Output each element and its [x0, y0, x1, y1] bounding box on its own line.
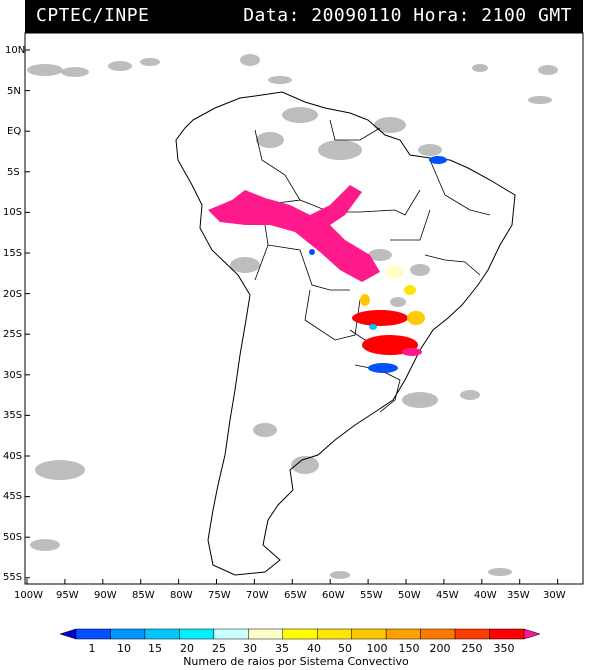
lightning-clusters: [208, 156, 447, 373]
legend-swatch: [110, 628, 146, 640]
lat-label: 35S: [3, 410, 22, 421]
lon-label: 40W: [474, 590, 497, 601]
lon-label: 30W: [543, 590, 566, 601]
legend-swatch: [282, 628, 318, 640]
legend-swatch: [523, 628, 541, 640]
legend-values: 1 10 15 20 25 30 35 40 50 100 150 200 25…: [89, 642, 515, 655]
south-america-coastline: [175, 91, 516, 576]
lon-label: 65W: [284, 590, 307, 601]
lon-label: 95W: [56, 590, 79, 601]
legend-value: 10: [117, 642, 131, 655]
legend-value: 1: [89, 642, 96, 655]
legend-swatches: [59, 628, 541, 640]
lat-label: 10S: [3, 207, 22, 218]
tick-marks: [25, 49, 559, 584]
latitude-labels: 10N 5N EQ 5S 10S 15S 20S 25S 30S 35S 40S…: [3, 45, 25, 583]
datetime-label: Data: 20090110 Hora: 2100 GMT: [243, 5, 572, 26]
legend-swatch: [179, 628, 215, 640]
legend-swatch: [351, 628, 387, 640]
legend-swatch: [316, 628, 352, 640]
lat-label: 20S: [3, 289, 22, 300]
lon-label: 60W: [322, 590, 345, 601]
legend-value: 35: [275, 642, 289, 655]
legend-swatch: [489, 628, 525, 640]
legend-value: 100: [367, 642, 388, 655]
title-bar: CPTEC/INPE Data: 20090110 Hora: 2100 GMT: [25, 0, 583, 33]
lat-label: 50S: [3, 532, 22, 543]
lon-label: 85W: [132, 590, 155, 601]
lon-label: 35W: [507, 590, 530, 601]
legend-value: 20: [180, 642, 194, 655]
lon-label: 100W: [14, 590, 43, 601]
legend-swatch: [454, 628, 490, 640]
legend-swatch: [385, 628, 421, 640]
legend-swatch: [75, 628, 111, 640]
lat-label: 55S: [3, 572, 22, 583]
legend-value: 350: [494, 642, 515, 655]
color-legend: 1 10 15 20 25 30 35 40 50 100 150 200 25…: [59, 628, 541, 668]
longitude-labels: 100W 95W 90W 85W 80W 75W 70W 65W 60W 55W…: [14, 590, 566, 601]
lat-label: 15S: [3, 248, 22, 259]
legend-value: 150: [399, 642, 420, 655]
lat-label: 30S: [3, 370, 22, 381]
lon-label: 55W: [360, 590, 383, 601]
lon-label: 50W: [398, 590, 421, 601]
legend-value: 30: [243, 642, 257, 655]
source-label: CPTEC/INPE: [36, 5, 150, 26]
legend-value: 200: [430, 642, 451, 655]
legend-title: Numero de raios por Sistema Convectivo: [183, 655, 409, 668]
legend-swatch: [248, 628, 284, 640]
legend-value: 50: [338, 642, 352, 655]
lat-label: EQ: [7, 126, 21, 137]
legend-value: 250: [462, 642, 483, 655]
legend-swatch: [420, 628, 456, 640]
lat-label: 5S: [7, 167, 20, 178]
map-frame: [24, 32, 584, 585]
lon-label: 80W: [170, 590, 193, 601]
lon-label: 45W: [436, 590, 459, 601]
lon-label: 90W: [94, 590, 117, 601]
legend-value: 25: [212, 642, 226, 655]
lon-label: 70W: [246, 590, 269, 601]
lat-label: 5N: [7, 86, 21, 97]
lat-label: 40S: [3, 451, 22, 462]
legend-swatch: [213, 628, 249, 640]
lat-label: 10N: [5, 45, 25, 56]
legend-swatch: [59, 628, 77, 640]
legend-value: 15: [148, 642, 162, 655]
legend-swatch: [144, 628, 180, 640]
legend-value: 40: [307, 642, 321, 655]
cloud-layer: [27, 54, 558, 579]
country-borders: [229, 119, 491, 413]
lat-label: 45S: [3, 491, 22, 502]
lat-label: 25S: [3, 329, 22, 340]
lon-label: 75W: [208, 590, 231, 601]
map-canvas: 10N 5N EQ 5S 10S 15S 20S 25S 30S 35S 40S…: [3, 32, 584, 601]
